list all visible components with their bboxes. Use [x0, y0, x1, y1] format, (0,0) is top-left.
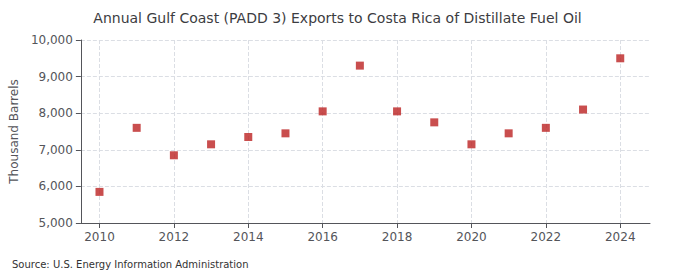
- svg-text:Annual Gulf Coast (PADD 3) Exp: Annual Gulf Coast (PADD 3) Exports to Co…: [93, 10, 581, 26]
- svg-text:2014: 2014: [233, 230, 264, 244]
- svg-text:Thousand Barrels: Thousand Barrels: [7, 79, 21, 184]
- svg-text:7,000: 7,000: [39, 143, 73, 157]
- svg-text:10,000: 10,000: [31, 33, 73, 47]
- svg-text:5,000: 5,000: [39, 216, 73, 230]
- svg-text:2024: 2024: [605, 230, 636, 244]
- svg-text:2018: 2018: [382, 230, 413, 244]
- svg-text:2012: 2012: [159, 230, 190, 244]
- svg-text:2022: 2022: [531, 230, 562, 244]
- svg-text:2010: 2010: [84, 230, 115, 244]
- svg-text:2020: 2020: [456, 230, 487, 244]
- svg-text:6,000: 6,000: [39, 179, 73, 193]
- svg-text:Source: U.S. Energy Informatio: Source: U.S. Energy Information Administ…: [12, 259, 249, 270]
- svg-text:8,000: 8,000: [39, 106, 73, 120]
- svg-text:2016: 2016: [307, 230, 338, 244]
- svg-text:9,000: 9,000: [39, 70, 73, 84]
